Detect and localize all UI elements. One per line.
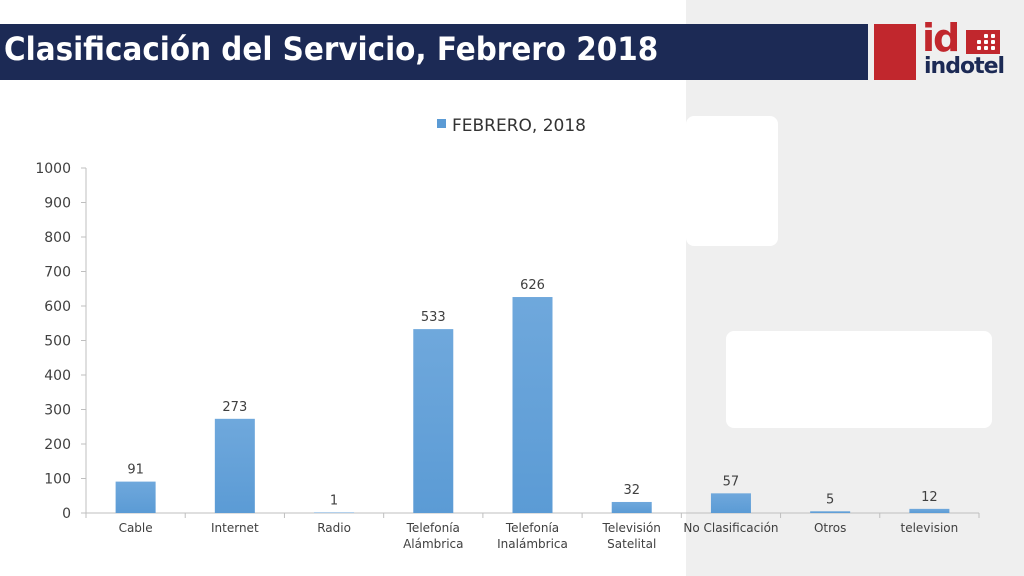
legend-label: FEBRERO, 2018 [452,116,586,136]
y-tick-label: 900 [44,196,71,212]
logo-grid-icon [966,30,1000,54]
bar [214,418,255,513]
data-label: 12 [921,490,938,505]
chart-labels: 91 Cable 273 Internet 1 Radio 533 Telefonía Alám… [119,278,959,551]
legend-swatch [437,119,446,128]
bar [314,512,355,513]
x-tick-label: Telefonía [406,521,460,535]
x-tick-label: Telefonía [505,521,559,535]
y-tick-label: 100 [44,472,71,488]
x-tick-label: Alámbrica [403,537,463,551]
background-panel [686,0,1024,576]
data-label: 5 [826,492,834,507]
logo-red-block [874,24,916,80]
logo-wordmark: indotel [924,54,1005,79]
y-tick-label: 700 [44,265,71,281]
chart-bars [115,297,950,513]
x-tick-label: television [900,521,958,535]
chart-legend: FEBRERO, 2018 [437,116,586,136]
data-label: 1 [330,494,338,509]
data-label: 91 [127,463,144,478]
x-tick-label: Satelital [607,537,656,551]
background-card [686,116,778,246]
bar [710,493,751,513]
y-tick-label: 400 [44,368,71,384]
x-tick-label: Otros [814,521,846,535]
x-tick-label: Inalámbrica [497,537,568,551]
data-label: 32 [623,483,640,498]
bar [413,329,454,513]
y-tick-label: 500 [44,334,71,350]
chart-axes: 0 100 200 300 400 500 600 700 800 900 1000 [35,161,980,522]
data-label: 273 [222,400,247,415]
y-tick-label: 0 [62,506,71,522]
title-bar [0,24,868,80]
background-card [726,331,992,428]
y-tick-label: 300 [44,403,71,419]
x-tick-label: No Clasificación [683,521,778,535]
x-tick-label: Internet [211,521,259,535]
x-tick-label: Cable [119,521,153,535]
page-title: Clasificación del Servicio, Febrero 2018 [4,30,659,68]
indotel-logo: id indotel [874,16,1005,84]
bar [512,297,553,513]
y-tick-label: 800 [44,230,71,246]
data-label: 57 [723,474,740,489]
bar [909,508,950,513]
x-tick-label: Radio [317,521,351,535]
bar [115,481,156,513]
y-tick-label: 1000 [35,161,71,177]
bar [611,501,652,513]
bar [810,511,851,513]
data-label: 626 [520,278,545,293]
logo-mark: id [922,16,960,60]
data-label: 533 [421,310,446,325]
y-tick-label: 200 [44,437,71,453]
x-tick-label: Televisión [602,521,661,535]
y-tick-label: 600 [44,299,71,315]
